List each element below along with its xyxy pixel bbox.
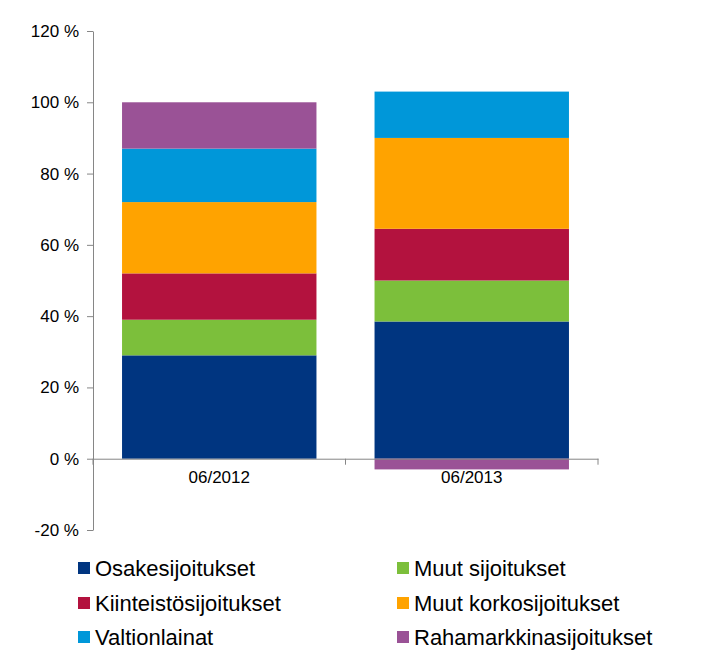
legend-label: Kiinteistösijoitukset <box>95 591 281 616</box>
x-tick: 06/2013 <box>441 468 502 487</box>
bar-segment <box>122 320 316 356</box>
x-tick-label: 06/2013 <box>441 468 502 487</box>
y-tick: 0 % <box>50 450 93 469</box>
y-tick: 60 % <box>40 236 93 255</box>
bar-segment <box>375 138 569 229</box>
legend-item: Muut sijoitukset <box>397 556 566 581</box>
y-tick: 80 % <box>40 165 93 184</box>
y-tick-label: 20 % <box>40 378 79 397</box>
x-boundary-tick <box>598 459 599 465</box>
bars <box>122 92 569 470</box>
x-boundary-tick <box>345 459 346 465</box>
x-tick-label: 06/2012 <box>189 468 250 487</box>
y-tick-label: 60 % <box>40 236 79 255</box>
x-axis: 06/2012 06/2013 <box>93 459 599 487</box>
y-tick-mark <box>87 459 93 460</box>
y-tick-label: 80 % <box>40 165 79 184</box>
y-tick: 20 % <box>40 378 93 397</box>
y-tick-mark <box>87 31 93 32</box>
bar-segment <box>122 102 316 148</box>
legend-label: Valtionlainat <box>95 625 213 650</box>
legend-item: Rahamarkkinasijoitukset <box>397 625 652 650</box>
legend-label: Muut sijoitukset <box>414 556 566 581</box>
x-tick: 06/2012 <box>189 468 250 487</box>
legend-item: Muut korkosijoitukset <box>397 591 619 616</box>
bar-segment <box>375 229 569 281</box>
legend-item: Osakesijoitukset <box>78 556 255 581</box>
y-tick-mark <box>87 102 93 103</box>
y-tick-label: -20 % <box>35 521 79 540</box>
bar-segment <box>122 202 316 273</box>
y-tick: 100 % <box>31 93 93 112</box>
y-tick-mark <box>87 245 93 246</box>
legend-item: Kiinteistösijoitukset <box>78 591 281 616</box>
legend-swatch <box>397 631 409 643</box>
y-tick-label: 120 % <box>31 22 79 41</box>
legend-swatch <box>397 562 409 574</box>
legend-swatch <box>397 597 409 609</box>
legend-label: Muut korkosijoitukset <box>414 591 619 616</box>
x-boundary-tick <box>93 459 94 465</box>
legend-label: Rahamarkkinasijoitukset <box>414 625 652 650</box>
y-tick: 120 % <box>31 22 93 41</box>
y-tick-mark <box>87 387 93 388</box>
bar-segment <box>122 273 316 319</box>
y-axis-line <box>93 32 94 531</box>
y-axis: -20 % 0 % 20 % 40 % 60 % 80 % 100 % 120 % <box>31 22 94 540</box>
y-tick-mark <box>87 530 93 531</box>
y-tick-mark <box>87 174 93 175</box>
y-tick: -20 % <box>35 521 93 540</box>
y-tick-label: 40 % <box>40 307 79 326</box>
chart: -20 % 0 % 20 % 40 % 60 % 80 % 100 % 120 % 06/201… <box>0 0 709 670</box>
y-tick-label: 0 % <box>50 450 79 469</box>
bar-segment <box>375 321 569 458</box>
y-tick-mark <box>87 316 93 317</box>
legend-swatch <box>78 631 90 643</box>
bar-segment <box>122 355 316 458</box>
legend-label: Osakesijoitukset <box>95 556 255 581</box>
legend-swatch <box>78 562 90 574</box>
y-tick: 40 % <box>40 307 93 326</box>
legend: Osakesijoitukset Muut sijoitukset Kiinteis… <box>78 556 652 650</box>
legend-item: Valtionlainat <box>78 625 213 650</box>
bar-segment <box>375 92 569 138</box>
bar-segment <box>122 149 316 202</box>
legend-swatch <box>78 597 90 609</box>
y-tick-label: 100 % <box>31 93 79 112</box>
bar-segment <box>375 281 569 322</box>
